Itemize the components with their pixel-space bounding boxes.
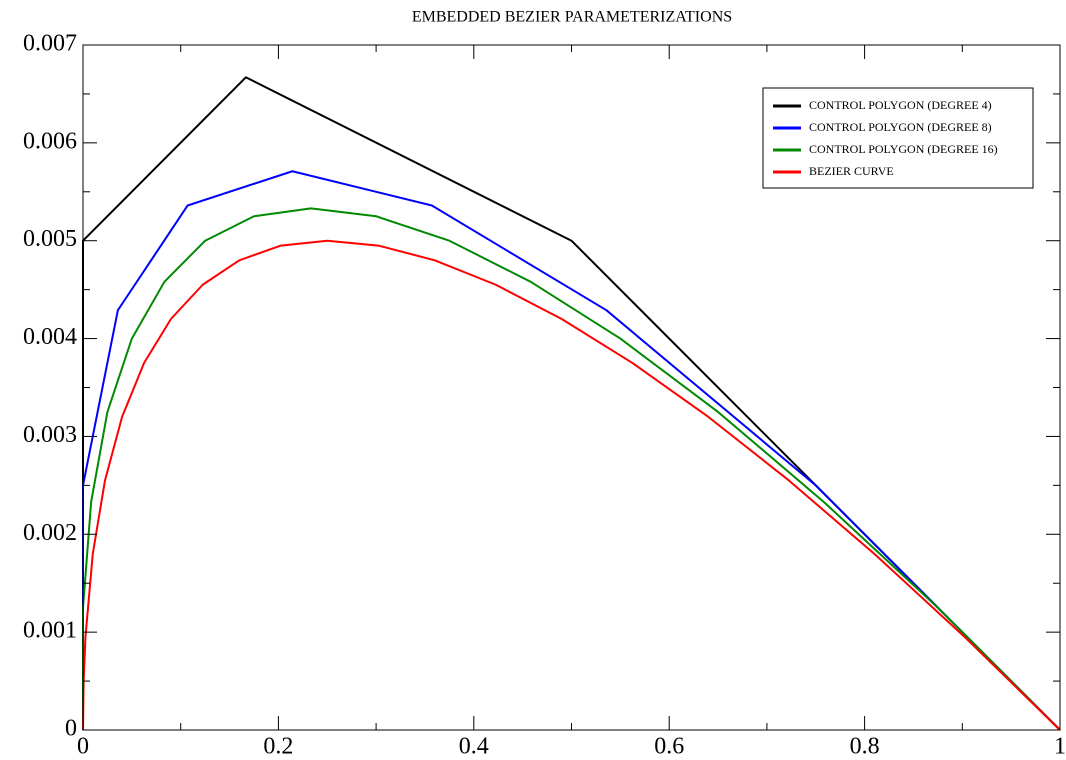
x-tick-label: 1: [1054, 734, 1066, 760]
y-tick-label: 0.005: [23, 226, 77, 252]
y-tick-label: 0.001: [23, 618, 77, 644]
x-tick-label: 0: [77, 734, 89, 760]
y-tick-label: 0.006: [23, 128, 77, 154]
legend-label: CONTROL POLYGON (DEGREE 16): [809, 142, 998, 156]
x-tick-label: 0.8: [850, 734, 880, 760]
legend-box: [762, 87, 1034, 189]
y-tick-label: 0: [65, 716, 77, 742]
x-tick-label: 0.6: [654, 734, 684, 760]
legend-label: CONTROL POLYGON (DEGREE 4): [809, 98, 992, 112]
legend-label: CONTROL POLYGON (DEGREE 8): [809, 120, 992, 134]
y-tick-label: 0.004: [23, 324, 77, 350]
y-tick-label: 0.002: [23, 520, 77, 546]
y-tick-label: 0.007: [23, 31, 77, 57]
series-line: [82, 239, 1061, 731]
x-tick-label: 0.2: [263, 734, 293, 760]
series-line: [82, 207, 1061, 731]
series-line: [82, 170, 1061, 731]
y-tick-label: 0.003: [23, 422, 77, 448]
legend-label: BEZIER CURVE: [809, 164, 894, 178]
chart-title: EMBEDDED BEZIER PARAMETERIZATIONS: [412, 9, 732, 26]
x-tick-label: 0.4: [459, 734, 489, 760]
